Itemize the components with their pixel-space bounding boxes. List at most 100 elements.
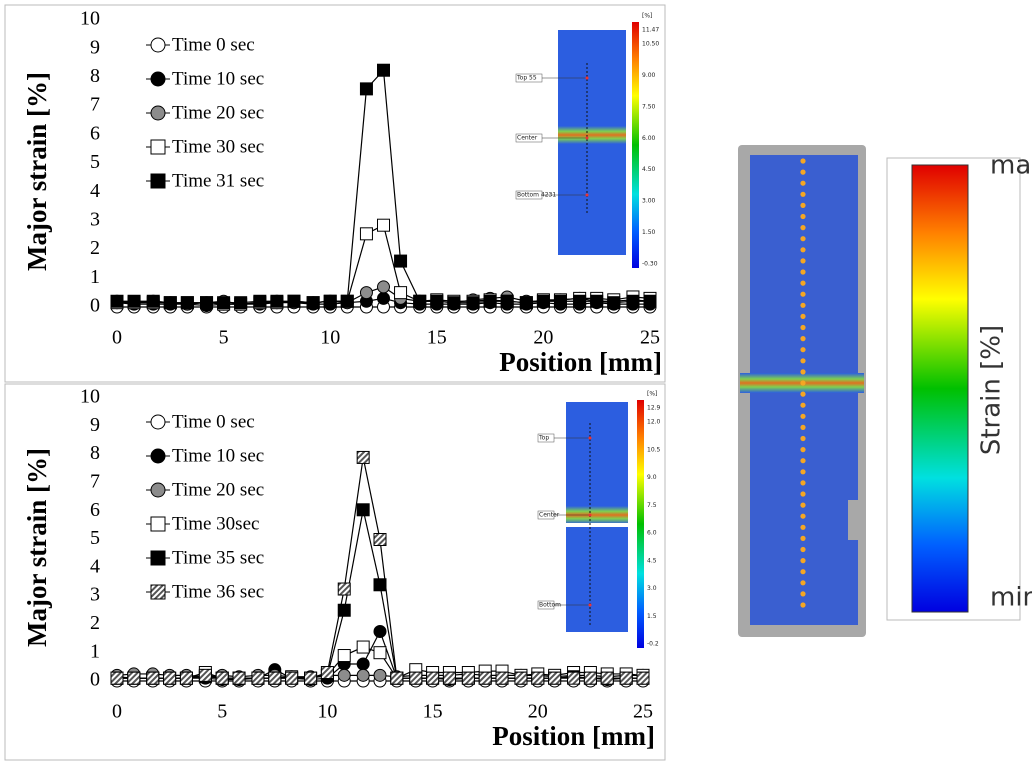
y-tick-label: 9 <box>90 414 100 436</box>
inset-colorbar <box>637 400 644 648</box>
x-tick-label: 15 <box>427 327 447 349</box>
measure-dot <box>800 392 805 397</box>
x-tick-label: 5 <box>217 701 227 723</box>
marker <box>501 295 513 307</box>
marker <box>462 672 474 684</box>
marker <box>410 672 422 684</box>
y-tick-label: 0 <box>90 295 100 317</box>
y-tick-label: 6 <box>90 122 100 144</box>
legend-label: Time 35 sec <box>172 547 264 568</box>
marker <box>216 672 228 684</box>
y-tick-label: 1 <box>90 640 100 662</box>
marker <box>374 579 386 591</box>
y-tick-label: 9 <box>90 36 100 58</box>
measure-dot <box>800 314 805 319</box>
legend-label: Time 30 sec <box>172 136 264 157</box>
legend-label: Time 10 sec <box>172 445 264 466</box>
measure-dot <box>800 425 805 430</box>
marker <box>374 647 386 659</box>
x-tick-label: 25 <box>640 327 660 349</box>
inset-point <box>586 77 589 80</box>
measure-dot <box>800 558 805 563</box>
marker <box>584 672 596 684</box>
marker <box>391 672 403 684</box>
marker <box>467 297 479 309</box>
marker <box>360 287 372 299</box>
measure-dot <box>800 380 805 385</box>
measure-dot <box>800 203 805 208</box>
x-tick-label: 5 <box>219 327 229 349</box>
marker <box>338 669 350 681</box>
x-tick-label: 10 <box>320 327 340 349</box>
x-axis-label: Position [mm] <box>492 721 655 751</box>
legend-label: Time 0 sec <box>172 34 255 55</box>
marker <box>288 295 300 307</box>
measure-dot <box>800 358 805 363</box>
measure-points <box>800 158 805 607</box>
marker <box>252 672 264 684</box>
marker <box>427 672 439 684</box>
inset-scale-label: 9.00 <box>642 72 656 79</box>
inset-point <box>586 137 589 140</box>
inset-scale-label: 1.5 <box>647 613 657 620</box>
legend-marker <box>151 415 165 429</box>
marker <box>181 297 193 309</box>
inset-scale-label: 10.50 <box>642 41 659 48</box>
marker <box>532 672 544 684</box>
inset-scale-label: 7.50 <box>642 103 656 110</box>
y-tick-label: 8 <box>90 65 100 87</box>
measure-dot <box>800 602 805 607</box>
y-tick-label: 1 <box>90 266 100 288</box>
y-tick-label: 2 <box>90 612 100 634</box>
marker <box>395 287 407 299</box>
marker <box>554 295 566 307</box>
y-axis-label: Major strain [%] <box>22 72 52 271</box>
legend-marker <box>151 551 165 565</box>
marker <box>378 219 390 231</box>
inset-point-label: Bottom <box>539 602 561 609</box>
measure-dot <box>800 336 805 341</box>
legend-label: Time 36 sec <box>172 581 264 602</box>
x-tick-label: 0 <box>112 701 122 723</box>
y-axis-label: Major strain [%] <box>22 448 52 647</box>
measure-dot <box>800 469 805 474</box>
colorbar-min: min <box>990 583 1032 613</box>
measure-dot <box>800 414 805 419</box>
measure-dot <box>800 447 805 452</box>
marker <box>338 604 350 616</box>
inset-crack <box>566 523 628 527</box>
marker <box>627 295 639 307</box>
marker <box>443 672 455 684</box>
inset-scale-label: 7.5 <box>647 502 657 509</box>
measure-dot <box>800 158 805 163</box>
legend-label: Time 20 sec <box>172 479 264 500</box>
y-tick-label: 6 <box>90 499 100 521</box>
marker <box>360 83 372 95</box>
legend-marker <box>151 106 165 120</box>
x-tick-label: 0 <box>112 327 122 349</box>
legend-marker <box>151 72 165 86</box>
marker <box>360 228 372 240</box>
marker <box>254 295 266 307</box>
legend-label: Time 31 sec <box>172 170 264 191</box>
x-tick-label: 20 <box>528 701 548 723</box>
marker <box>269 672 281 684</box>
legend-label: Time 10 sec <box>172 68 264 89</box>
inset-scale-label: 4.50 <box>642 166 656 173</box>
measure-dot <box>800 525 805 530</box>
measure-dot <box>800 292 805 297</box>
marker <box>307 297 319 309</box>
inset-scale-label: 6.0 <box>647 530 657 537</box>
marker <box>431 295 443 307</box>
marker <box>164 297 176 309</box>
measure-dot <box>800 536 805 541</box>
marker <box>286 672 298 684</box>
x-axis-label: Position [mm] <box>499 347 662 377</box>
inset-scale-label: 1.50 <box>642 229 656 236</box>
marker <box>496 672 508 684</box>
x-tick-label: 25 <box>633 701 653 723</box>
marker <box>591 295 603 307</box>
measure-dot <box>800 247 805 252</box>
marker <box>357 658 369 670</box>
marker <box>374 534 386 546</box>
